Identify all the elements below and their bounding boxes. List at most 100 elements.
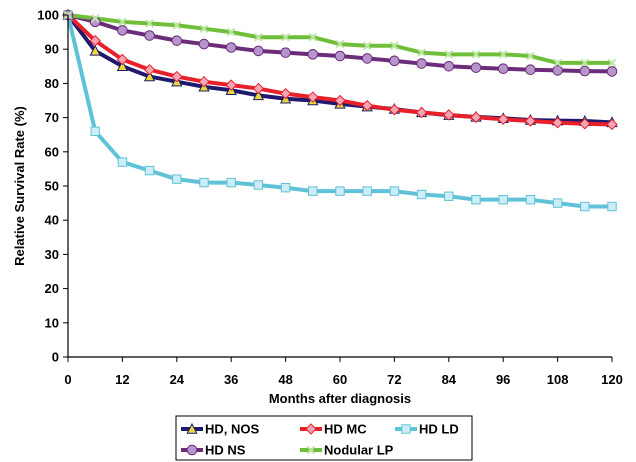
legend-marker [305,423,317,435]
data-point [143,64,156,76]
data-point [444,191,454,201]
data-point [90,14,100,23]
data-point [226,177,236,188]
data-point [171,70,183,83]
data-point [117,157,128,167]
data-point [118,17,127,27]
y-tick-label: 20 [45,281,59,296]
legend-label: Nodular LP [324,443,394,458]
y-tick-label: 100 [37,8,59,23]
x-tick-label: 120 [601,372,623,387]
data-point [252,82,265,95]
y-tick-labels: 0 10 20 30 40 50 60 70 80 90 100 [37,8,59,365]
y-tick-label: 90 [45,42,59,57]
data-point [389,55,400,67]
plot-markers [62,8,618,212]
data-point [172,174,182,184]
data-point [361,99,373,112]
data-point [308,32,318,42]
data-point [471,50,481,59]
legend-item-3: HD NS [181,443,246,458]
data-point [117,25,128,36]
data-point [551,117,564,129]
x-tick-label: 24 [170,372,185,387]
y-tick-label: 10 [45,315,59,330]
data-point [524,115,537,127]
legend: HD, NOS HD MC HD LD HD NS Nodular LP [175,415,473,461]
legend-marker [306,445,316,455]
data-point [145,19,154,28]
data-point [443,109,455,121]
x-tick-label: 60 [333,372,347,387]
data-point [606,66,618,77]
data-point [225,79,237,91]
x-tick-labels: 0 12 24 36 48 60 72 84 96 108 120 [64,372,622,387]
legend-item-2: HD LD [395,422,459,437]
data-point [335,186,345,196]
data-point [252,89,265,101]
y-tick-label: 0 [52,350,59,365]
data-point [580,58,590,68]
data-point [199,177,209,188]
y-tick-label: 50 [45,179,59,194]
legend-label: HD NS [205,443,246,458]
data-point [498,50,508,59]
data-point [443,61,455,72]
data-point [334,50,346,62]
data-point [226,27,236,37]
data-point [579,118,591,130]
x-tick-label: 84 [442,372,457,387]
data-point [89,34,101,47]
data-point [417,48,426,57]
data-point [416,58,427,69]
legend-box [175,415,473,461]
legend-label: HD, NOS [205,422,260,437]
data-point [144,30,155,41]
data-point [606,118,618,131]
y-tick-label: 80 [45,76,59,91]
data-point [388,104,401,116]
data-point [253,180,264,190]
data-point [199,24,209,33]
data-point [89,44,101,56]
data-point [116,60,129,71]
x-tick-label: 48 [278,372,292,387]
data-point [280,183,291,193]
data-point [416,189,427,200]
y-axis-title: Relative Survival Rate (%) [12,106,27,266]
data-point [253,45,264,57]
y-tick-label: 40 [45,213,59,228]
data-point [307,91,319,103]
data-point [390,41,399,51]
data-point [498,194,508,205]
data-point [198,75,210,88]
data-point [171,35,183,46]
x-tick-label: 0 [64,372,71,387]
legend-marker [186,422,198,434]
data-point [526,51,535,61]
data-point [254,32,263,42]
data-point [389,186,400,196]
data-point [361,53,373,64]
x-tick-label: 12 [115,372,129,387]
legend-item-4: Nodular LP [300,443,394,458]
y-tick-label: 60 [45,144,59,159]
data-point [334,94,346,107]
x-axis-title: Months after diagnosis [269,391,411,406]
data-point [525,194,536,205]
data-point [144,165,155,176]
data-point [553,58,562,68]
legend-label: HD MC [324,422,367,437]
data-point [362,186,372,196]
data-point [497,113,509,126]
data-point [470,62,482,73]
data-point [225,42,237,53]
x-tick-label: 108 [547,372,569,387]
data-point [362,41,372,51]
legend-item-1: HD MC [300,422,367,437]
data-point [607,201,617,212]
data-point [280,47,291,58]
data-point [444,50,454,59]
data-point [198,38,210,50]
